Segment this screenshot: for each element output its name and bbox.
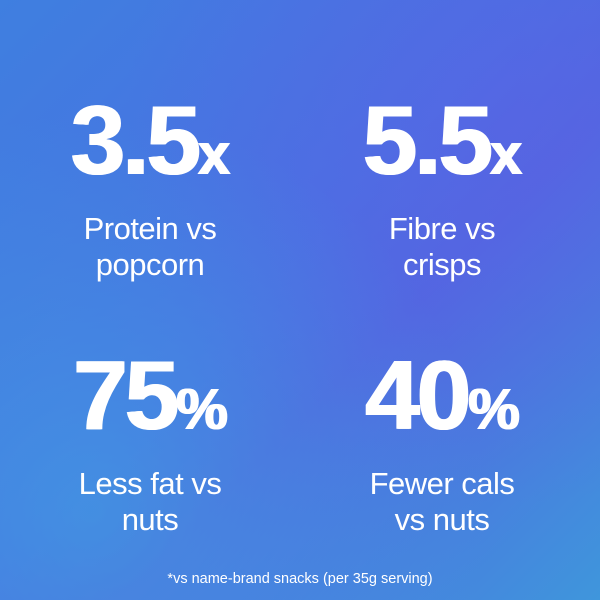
stat-label-line: nuts bbox=[121, 502, 179, 537]
stat-label-line: popcorn bbox=[95, 247, 205, 282]
stat-unit: x bbox=[197, 122, 230, 187]
stat-number: 5.5 bbox=[362, 85, 493, 195]
stat-unit: x bbox=[489, 122, 522, 187]
stat-label-line: Fewer cals bbox=[369, 466, 515, 501]
stat-label-line: vs nuts bbox=[394, 502, 490, 537]
stat-fat: 75% Less fat vs nuts bbox=[0, 345, 300, 538]
stat-value: 3.5x bbox=[0, 90, 300, 205]
stat-unit: % bbox=[176, 377, 228, 442]
stat-value: 40% bbox=[292, 345, 592, 460]
stat-label-line: Fibre vs bbox=[388, 211, 496, 246]
stat-calories: 40% Fewer cals vs nuts bbox=[292, 345, 592, 538]
stat-label-line: Less fat vs bbox=[78, 466, 222, 501]
stat-number: 75 bbox=[73, 340, 179, 450]
stat-label: Protein vs popcorn bbox=[0, 211, 300, 283]
stat-label: Fewer cals vs nuts bbox=[292, 466, 592, 538]
stat-protein: 3.5x Protein vs popcorn bbox=[0, 90, 300, 283]
stat-unit: % bbox=[468, 377, 520, 442]
stat-fibre: 5.5x Fibre vs crisps bbox=[292, 90, 592, 283]
stat-label: Fibre vs crisps bbox=[292, 211, 592, 283]
stat-value: 5.5x bbox=[292, 90, 592, 205]
stat-value: 75% bbox=[0, 345, 300, 460]
stat-label-line: Protein vs bbox=[83, 211, 217, 246]
stat-number: 3.5 bbox=[70, 85, 201, 195]
stat-label: Less fat vs nuts bbox=[0, 466, 300, 538]
footnote: *vs name-brand snacks (per 35g serving) bbox=[167, 571, 433, 587]
stat-number: 40 bbox=[365, 340, 471, 450]
stat-label-line: crisps bbox=[403, 247, 481, 282]
